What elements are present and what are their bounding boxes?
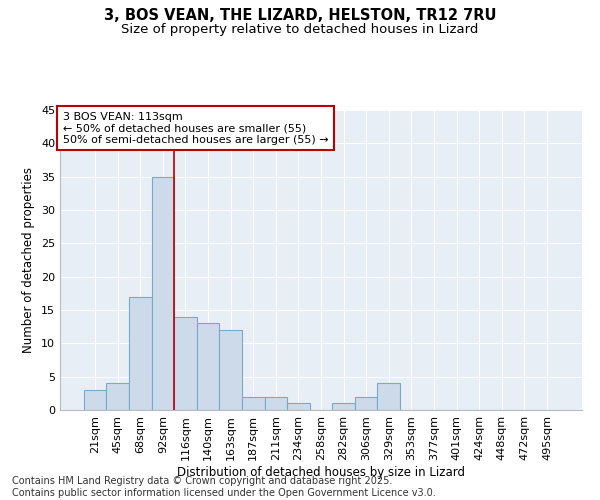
Text: 3 BOS VEAN: 113sqm
← 50% of detached houses are smaller (55)
50% of semi-detache: 3 BOS VEAN: 113sqm ← 50% of detached hou…: [62, 112, 328, 144]
Bar: [242, 396, 265, 410]
Bar: [174, 316, 197, 410]
Text: 3, BOS VEAN, THE LIZARD, HELSTON, TR12 7RU: 3, BOS VEAN, THE LIZARD, HELSTON, TR12 7…: [104, 8, 496, 22]
Bar: [355, 396, 377, 410]
Bar: [129, 296, 152, 410]
Bar: [197, 324, 220, 410]
Bar: [152, 176, 174, 410]
Bar: [84, 390, 106, 410]
Bar: [265, 396, 287, 410]
X-axis label: Distribution of detached houses by size in Lizard: Distribution of detached houses by size …: [177, 466, 465, 478]
Bar: [220, 330, 242, 410]
Bar: [106, 384, 129, 410]
Bar: [377, 384, 400, 410]
Text: Contains HM Land Registry data © Crown copyright and database right 2025.
Contai: Contains HM Land Registry data © Crown c…: [12, 476, 436, 498]
Y-axis label: Number of detached properties: Number of detached properties: [22, 167, 35, 353]
Bar: [332, 404, 355, 410]
Text: Size of property relative to detached houses in Lizard: Size of property relative to detached ho…: [121, 22, 479, 36]
Bar: [287, 404, 310, 410]
